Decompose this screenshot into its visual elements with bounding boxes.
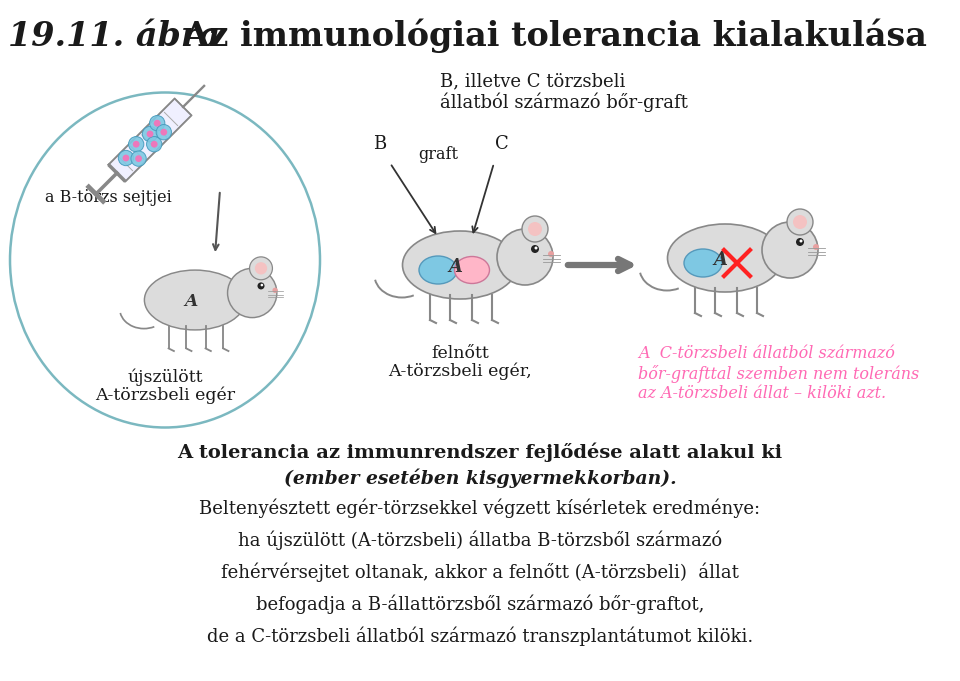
Circle shape xyxy=(531,245,539,253)
Ellipse shape xyxy=(454,257,490,283)
Circle shape xyxy=(793,215,807,229)
Text: állatból származó bőr-graft: állatból származó bőr-graft xyxy=(440,92,688,112)
Text: 19.11. ábra: 19.11. ábra xyxy=(8,20,220,52)
Circle shape xyxy=(800,240,803,242)
Text: graft: graft xyxy=(418,146,458,163)
Circle shape xyxy=(273,287,277,293)
Text: Beltenyésztett egér-törzsekkel végzett kísérletek eredménye:: Beltenyésztett egér-törzsekkel végzett k… xyxy=(200,498,760,518)
Text: C: C xyxy=(495,135,509,153)
Circle shape xyxy=(250,257,273,280)
Circle shape xyxy=(522,216,548,242)
Text: ha újszülött (A-törzsbeli) állatba B-törzsből származó: ha újszülött (A-törzsbeli) állatba B-tör… xyxy=(238,530,722,550)
Text: újszülött: újszülött xyxy=(128,368,203,385)
Text: A  C-törzsbeli állatból származó: A C-törzsbeli állatból származó xyxy=(638,345,895,362)
Circle shape xyxy=(156,125,172,140)
Ellipse shape xyxy=(419,256,457,284)
Circle shape xyxy=(497,229,553,285)
Circle shape xyxy=(135,155,142,162)
Text: befogadja a B-állattörzsből származó bőr-graftot,: befogadja a B-állattörzsből származó bőr… xyxy=(255,594,705,614)
Circle shape xyxy=(129,137,144,152)
Circle shape xyxy=(528,222,542,236)
Text: B, illetve C törzsbeli: B, illetve C törzsbeli xyxy=(440,72,625,90)
Circle shape xyxy=(147,131,154,138)
Text: bőr-grafttal szemben nem toleráns: bőr-grafttal szemben nem toleráns xyxy=(638,365,920,383)
Text: A tolerancia az immunrendszer fejlődése alatt alakul ki: A tolerancia az immunrendszer fejlődése … xyxy=(178,442,782,462)
Text: (ember esetében kisgyermekkorban).: (ember esetében kisgyermekkorban). xyxy=(284,468,676,488)
Circle shape xyxy=(548,251,554,257)
Circle shape xyxy=(228,268,276,317)
Circle shape xyxy=(160,129,167,136)
Circle shape xyxy=(123,155,130,161)
Text: B: B xyxy=(373,135,387,153)
Circle shape xyxy=(131,151,146,166)
Text: A-törzsbeli egér: A-törzsbeli egér xyxy=(95,386,235,404)
Text: de a C-törzsbeli állatból származó transzplantátumot kilöki.: de a C-törzsbeli állatból származó trans… xyxy=(206,626,754,646)
Circle shape xyxy=(118,151,133,165)
Text: A: A xyxy=(184,294,197,311)
Circle shape xyxy=(154,120,160,127)
Circle shape xyxy=(796,238,804,246)
Circle shape xyxy=(150,116,165,131)
Polygon shape xyxy=(108,99,191,181)
Circle shape xyxy=(132,141,139,148)
Circle shape xyxy=(787,209,813,235)
Circle shape xyxy=(813,244,819,250)
Ellipse shape xyxy=(402,231,517,299)
Text: A: A xyxy=(713,251,727,269)
Circle shape xyxy=(762,222,818,278)
Text: fehérvérsejtet oltanak, akkor a felnőtt (A-törzsbeli)  állat: fehérvérsejtet oltanak, akkor a felnőtt … xyxy=(221,562,739,582)
Circle shape xyxy=(151,141,157,148)
Circle shape xyxy=(257,283,265,289)
Text: Az immunológiai tolerancia kialakulása: Az immunológiai tolerancia kialakulása xyxy=(172,19,926,53)
Circle shape xyxy=(535,247,538,249)
Text: felnőtt: felnőtt xyxy=(431,345,489,362)
Circle shape xyxy=(147,137,162,152)
Text: az A-törzsbeli állat – kilöki azt.: az A-törzsbeli állat – kilöki azt. xyxy=(638,385,886,402)
Text: A-törzsbeli egér,: A-törzsbeli egér, xyxy=(388,363,532,381)
Ellipse shape xyxy=(144,270,246,330)
Text: A: A xyxy=(448,258,462,276)
Text: a B-törzs sejtjei: a B-törzs sejtjei xyxy=(45,189,172,206)
Ellipse shape xyxy=(684,249,722,277)
Ellipse shape xyxy=(667,224,782,292)
Circle shape xyxy=(254,262,267,274)
Circle shape xyxy=(142,127,157,142)
Circle shape xyxy=(260,284,263,286)
